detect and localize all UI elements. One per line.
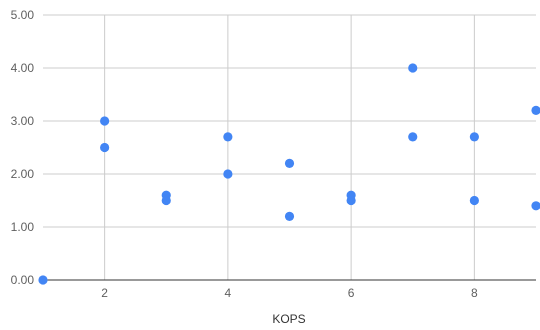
x-axis-ticks: 2 4 6 8 — [101, 286, 478, 300]
x-tick-label: 6 — [348, 286, 355, 300]
x-axis-title: KOPS — [272, 312, 305, 326]
data-point — [346, 195, 356, 206]
x-tick-label: 2 — [101, 286, 108, 300]
data-point — [223, 169, 233, 179]
data-point — [531, 201, 540, 211]
y-tick-label: 3.00 — [11, 114, 35, 128]
x-tick-label: 4 — [225, 286, 232, 300]
data-point — [469, 132, 479, 142]
y-tick-label: 0.00 — [11, 273, 35, 287]
data-point — [408, 63, 418, 73]
data-point — [223, 132, 233, 142]
data-point — [161, 195, 171, 206]
x-tick-label: 8 — [471, 286, 478, 300]
y-tick-label: 4.00 — [11, 61, 35, 75]
data-point — [531, 105, 540, 115]
gridlines — [43, 14, 536, 281]
data-points — [38, 63, 540, 285]
data-point — [469, 195, 479, 206]
y-tick-label: 5.00 — [11, 8, 35, 22]
data-point — [100, 116, 110, 126]
data-point — [100, 142, 110, 153]
data-point — [284, 211, 295, 221]
y-axis-ticks: 0.00 1.00 2.00 3.00 4.00 5.00 — [11, 8, 35, 287]
y-tick-label: 1.00 — [11, 220, 35, 234]
y-tick-label: 2.00 — [11, 167, 35, 181]
data-point — [38, 275, 48, 285]
data-point — [284, 158, 295, 168]
data-point — [408, 132, 418, 142]
